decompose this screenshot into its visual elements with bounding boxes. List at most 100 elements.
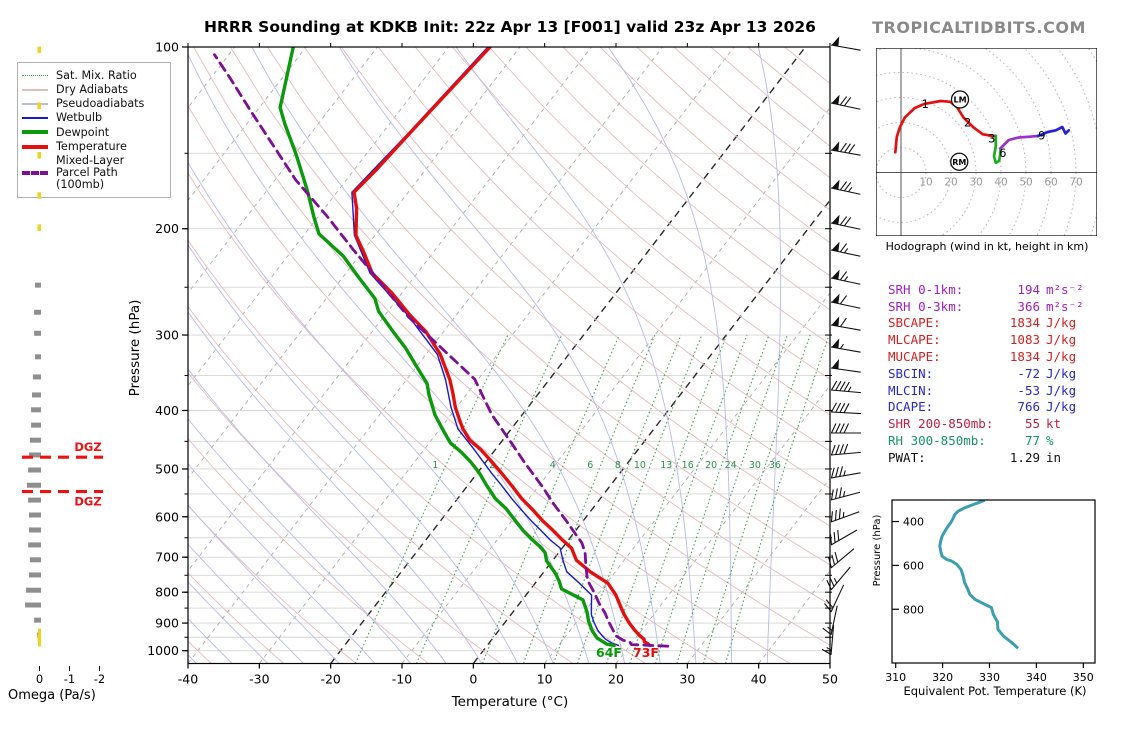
stat-label: MLCIN:	[888, 382, 934, 398]
thetae-x-tick-label: 350	[1073, 671, 1094, 684]
pressure-tick-label: 500	[155, 461, 179, 476]
stat-label: SRH 0-1km:	[888, 281, 964, 297]
legend-box: Sat. Mix. Ratio Dry Adiabats Pseudoadiabat…	[17, 62, 171, 198]
stat-label: MLCAPE:	[888, 332, 941, 348]
thetae-x-tick-label: 310	[885, 671, 906, 684]
pressure-tick-label: 700	[155, 550, 179, 565]
legend-line-sample	[22, 130, 48, 135]
temp-tick-label: 50	[822, 672, 838, 687]
dgz-label: DGZ	[74, 495, 101, 509]
legend-item-label: Pseudoadiabats	[56, 97, 145, 110]
stats-panel: SRH 0-1km: 194 m²s⁻² SRH 0-3km: 366 m²s⁻² SBCA…	[888, 281, 1096, 466]
page-title: HRRR Sounding at KDKB Init: 22z Apr 13 […	[204, 18, 816, 36]
stat-label: RH 300-850mb:	[888, 433, 986, 449]
hodo-ring-label: 70	[1069, 177, 1082, 189]
hodograph-plot: 10 20 30 40 50 60 70 1 2 36 9 LM RM	[876, 48, 1097, 236]
stat-label: SHR 200-850mb:	[888, 416, 994, 432]
mixing-ratio-label: 2	[489, 460, 495, 471]
stat-row-shr-200-850mb: SHR 200-850mb: 55 kt	[888, 415, 1096, 432]
mixing-ratio-label: 10	[634, 460, 646, 471]
hodograph-caption: Hodograph (wind in kt, height in km)	[885, 240, 1089, 253]
omega-tick-label: -1	[64, 672, 75, 686]
sounding-curves	[213, 47, 670, 648]
omega-tick-label: -2	[94, 672, 105, 686]
mixing-ratio-label: 20	[705, 460, 717, 471]
mixing-ratio-label: 36	[769, 460, 781, 471]
pressure-tick-label: 900	[155, 616, 179, 631]
legend-line-sample	[22, 88, 48, 91]
stat-unit: J/kg	[1046, 349, 1077, 365]
hodo-height-label: 9	[1038, 128, 1045, 142]
mixing-ratio-label: 13	[660, 460, 672, 471]
stat-unit: kt	[1046, 416, 1062, 432]
mixing-ratio-label: 16	[682, 460, 694, 471]
legend-item-0: Sat. Mix. Ratio	[22, 69, 168, 82]
hodo-storm-motion-marker: LM	[953, 96, 966, 105]
hodo-height-label: 2	[964, 115, 971, 129]
watermark-logo: TROPICALTIDBITS.COM	[872, 18, 1086, 37]
stat-row-sbcin: SBCIN: -72 J/kg	[888, 365, 1096, 382]
pressure-tick-label: 1000	[147, 643, 179, 658]
stat-unit: J/kg	[1046, 332, 1077, 348]
stat-value: -53	[1017, 382, 1040, 398]
legend-line-sample	[22, 74, 48, 76]
omega-tick-label: 0	[36, 672, 43, 686]
thetae-x-tick-label: 330	[979, 671, 1000, 684]
stat-unit: m²s⁻²	[1046, 298, 1084, 314]
legend-item-5: Temperature	[22, 140, 168, 153]
hodo-height-label: 3	[988, 132, 995, 146]
legend-item-1: Dry Adiabats	[22, 83, 168, 96]
temp-tick-label: -10	[392, 672, 412, 687]
stat-row-srh-0-1km: SRH 0-1km: 194 m²s⁻²	[888, 281, 1096, 298]
stat-value: 1.29	[1009, 449, 1040, 465]
mixing-ratio-label: 24	[725, 460, 737, 471]
pressure-tick-label: 400	[155, 403, 179, 418]
pressure-tick-label: 800	[155, 585, 179, 600]
temp-tick-label: 40	[751, 672, 767, 687]
stat-label: MUCAPE:	[888, 349, 941, 365]
stat-value: 366	[1017, 298, 1040, 314]
hodo-storm-motion-marker: RM	[952, 158, 966, 167]
stat-row-sbcape: SBCAPE: 1834 J/kg	[888, 315, 1096, 332]
stat-label: PWAT:	[888, 449, 926, 465]
thetae-x-axis-label: Equivalent Pot. Temperature (K)	[903, 684, 1087, 698]
hodo-ring-label: 10	[919, 177, 932, 189]
stat-row-rh-300-850mb: RH 300-850mb: 77%	[888, 432, 1096, 449]
pressure-tick-label: 100	[155, 40, 179, 55]
hodo-ring-label: 50	[1019, 177, 1032, 189]
hodo-ring-label: 30	[969, 177, 982, 189]
thetae-x-tick-label: 320	[932, 671, 953, 684]
stat-unit: J/kg	[1046, 365, 1077, 381]
legend-item-label: Wetbulb	[56, 111, 103, 125]
legend-line-sample	[22, 144, 48, 149]
temp-tick-label: 30	[679, 672, 695, 687]
stat-unit: J/kg	[1046, 382, 1077, 398]
mixing-ratio-label: 6	[587, 460, 593, 471]
stat-row-mlcin: MLCIN: -53 J/kg	[888, 382, 1096, 399]
mixing-ratio-label: 4	[550, 460, 556, 471]
thetae-y-tick-label: 800	[903, 603, 924, 616]
stat-row-mlcape: MLCAPE: 1083 J/kg	[888, 331, 1096, 348]
stat-value: 766	[1017, 399, 1040, 415]
legend-item-label: Dewpoint	[56, 125, 110, 139]
hodo-height-label: 6	[999, 146, 1006, 160]
stat-row-dcape: DCAPE: 766 J/kg	[888, 399, 1096, 416]
temp-tick-label: 10	[537, 672, 553, 687]
surface-temp-label: 73F	[633, 645, 659, 660]
stat-value: -72	[1017, 365, 1040, 381]
thetae-y-tick-label: 400	[903, 516, 924, 529]
stat-value: 1834	[1009, 315, 1040, 331]
stat-unit: in	[1046, 449, 1062, 465]
omega-panel: DGZ DGZ 0 -1 -2	[22, 46, 105, 686]
legend-line-sample	[22, 117, 48, 120]
stat-label: SBCAPE:	[888, 315, 941, 331]
mixing-ratio-label: 1	[432, 460, 438, 471]
stat-unit: J/kg	[1046, 315, 1077, 331]
hodo-height-label: 1	[922, 97, 929, 111]
legend-item-2: Pseudoadiabats	[22, 98, 168, 110]
thetae-y-axis-label: Pressure (hPa)	[872, 514, 883, 587]
legend-item-4: Dewpoint	[22, 125, 168, 139]
omega-axis-label: Omega (Pa/s)	[8, 688, 96, 703]
legend-item-6: Mixed-Layer Parcel Path (100mb)	[22, 155, 168, 190]
